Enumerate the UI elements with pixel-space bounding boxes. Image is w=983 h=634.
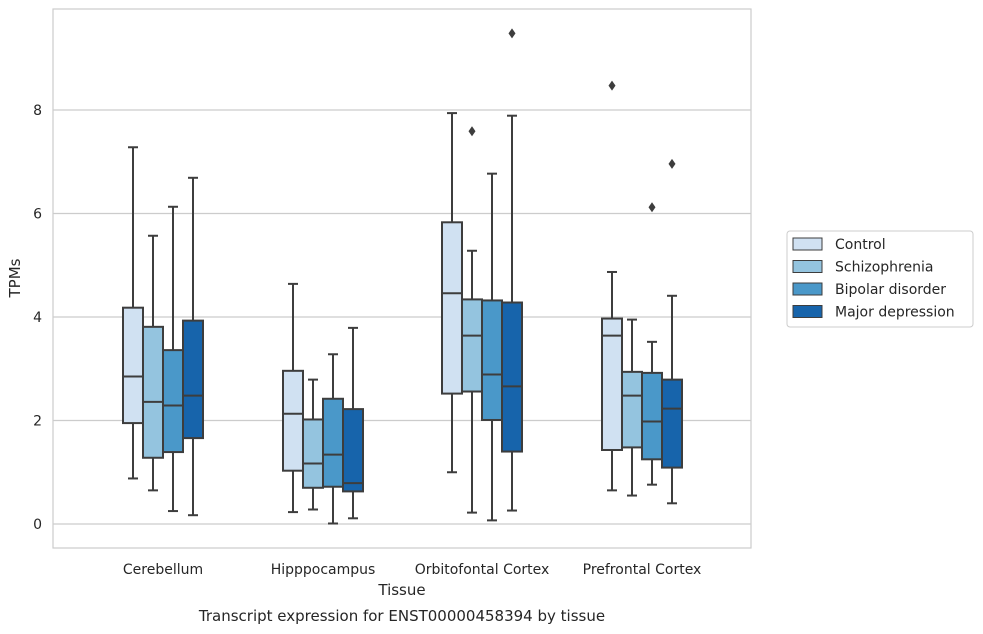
x-tick-label: Hipppocampus	[271, 562, 376, 578]
iqr-box	[441, 221, 463, 395]
box-major-depression	[342, 326, 364, 520]
x-axis-label: Tissue	[377, 581, 425, 599]
legend-swatch	[792, 237, 823, 251]
box-major-depression	[182, 176, 204, 517]
box-major-depression	[661, 158, 683, 505]
legend-label: Bipolar disorder	[835, 282, 946, 298]
iqr-box	[282, 369, 304, 472]
iqr-box	[342, 408, 364, 493]
iqr-box	[182, 319, 204, 440]
x-tick-label: Cerebellum	[123, 562, 203, 578]
y-axis-label: TPMs	[6, 258, 24, 298]
outlier-point	[648, 202, 656, 213]
iqr-box	[122, 306, 144, 425]
legend-swatch	[792, 260, 823, 273]
box-bipolar-disorder	[162, 205, 184, 513]
box-schizophrenia	[302, 378, 324, 511]
legend-label: Control	[835, 237, 886, 253]
box-schizophrenia	[621, 318, 643, 497]
outlier-point	[508, 28, 516, 39]
y-tick-label: 6	[33, 207, 42, 223]
iqr-box	[322, 397, 344, 488]
box-groups	[122, 28, 683, 525]
legend-frame	[786, 230, 974, 328]
legend-swatch	[792, 305, 823, 318]
chart-caption: Transcript expression for ENST0000045839…	[198, 607, 605, 625]
iqr-box	[162, 349, 184, 454]
iqr-box	[501, 301, 523, 453]
iqr-box	[661, 378, 683, 469]
iqr-box	[302, 418, 324, 489]
legend-label: Schizophrenia	[835, 260, 933, 276]
y-tick-label: 2	[33, 414, 42, 430]
outlier-point	[468, 126, 476, 137]
box-control	[282, 282, 304, 514]
x-tick-label: Prefrontal Cortex	[583, 562, 702, 578]
legend: Control Schizophrenia Bipolar disorder Majo…	[786, 230, 974, 328]
iqr-box	[621, 370, 643, 449]
box-schizophrenia	[461, 126, 483, 514]
box-major-depression	[501, 28, 523, 512]
plot-area	[53, 9, 751, 548]
iqr-box	[142, 325, 164, 459]
iqr-box	[461, 298, 483, 393]
y-tick-label: 4	[33, 310, 42, 326]
outlier-point	[668, 158, 676, 169]
y-tick-label: 0	[33, 517, 42, 533]
plot-frame	[52, 8, 752, 549]
outlier-point	[608, 80, 616, 91]
iqr-box	[481, 299, 503, 421]
box-control	[601, 80, 623, 492]
iqr-box	[601, 317, 623, 451]
box-bipolar-disorder	[641, 202, 663, 486]
x-tick-label: Orbitofontal Cortex	[415, 562, 550, 578]
iqr-box	[641, 371, 663, 461]
x-tick-labels: Cerebellum Hipppocampus Orbitofontal Corte…	[123, 562, 701, 578]
y-tick-labels: 0 2 4 6 8	[33, 103, 42, 533]
box-control	[441, 112, 463, 474]
legend-label: Major depression	[835, 305, 955, 321]
y-tick-label: 8	[33, 103, 42, 119]
legend-swatch	[792, 282, 823, 296]
